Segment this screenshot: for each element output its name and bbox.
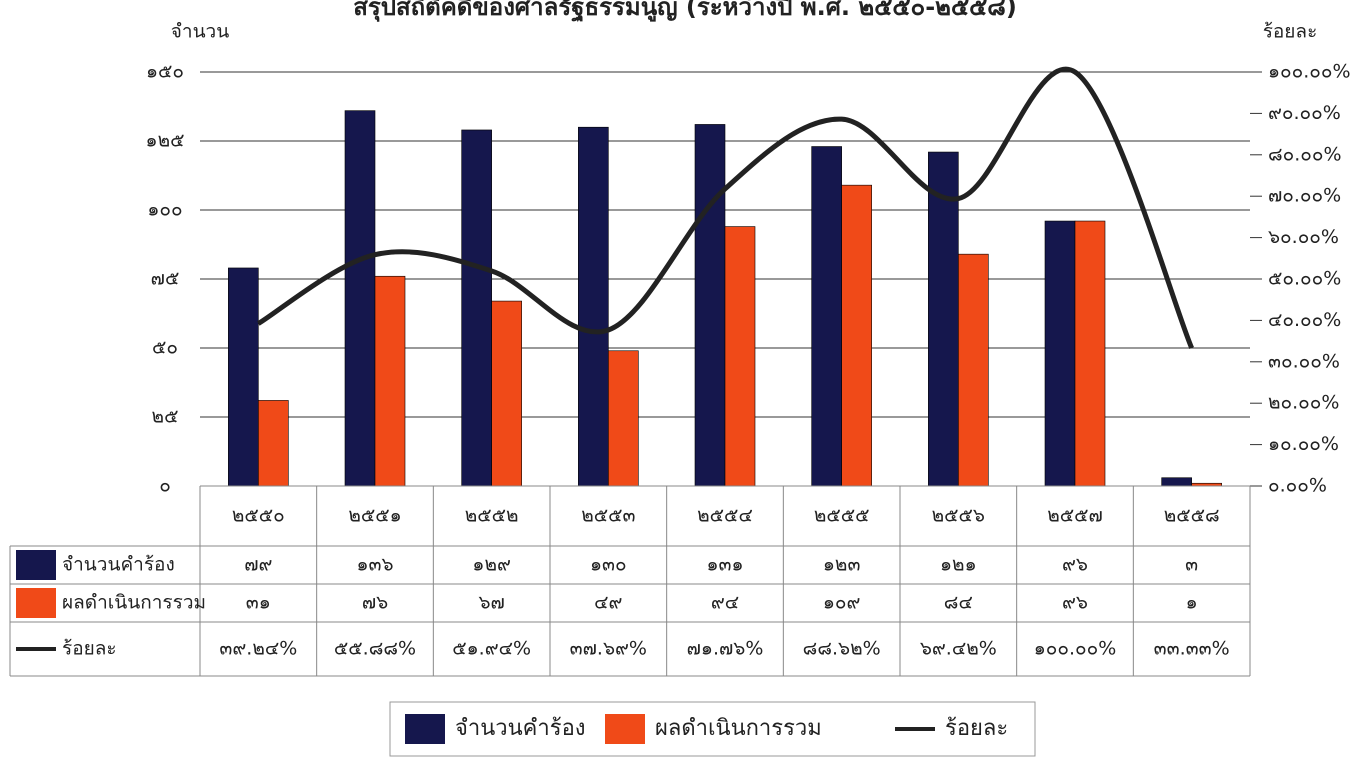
y-tick-label: ๕๐ [152, 337, 178, 359]
table-cell: ๕๕.๘๘% [334, 638, 416, 660]
bar [811, 146, 842, 487]
y-tick-label: ๑๕๐ [146, 61, 184, 83]
bar [928, 151, 959, 487]
table-cell: ๑๒๑ [940, 554, 977, 576]
y-axis-label: จำนวน [171, 21, 229, 43]
y-tick-label: ๑๒๕ [146, 130, 185, 152]
table-legend-swatch [16, 550, 56, 580]
bar [461, 129, 492, 487]
table-cell: ๓๗.๖๙% [570, 638, 647, 660]
table-cell: ๗๖ [362, 592, 388, 614]
table-row-label: ผลดำเนินการรวม [62, 592, 206, 614]
x-tick-label: ๒๕๕๓ [581, 505, 635, 527]
y2-tick-label: ๑๐๐.๐๐% [1268, 61, 1351, 83]
y2-tick-label: ๗๐.๐๐% [1268, 185, 1341, 207]
table-cell: ๘๔ [944, 592, 973, 614]
y2-tick-label: ๐.๐๐% [1268, 475, 1327, 497]
table-cell: ๓๓.๓๓% [1154, 638, 1230, 660]
x-tick-label: ๒๕๕๖ [932, 505, 985, 527]
y2-tick-label: ๒๐.๐๐% [1268, 392, 1339, 414]
x-tick-label: ๒๕๕๘ [1164, 505, 1220, 527]
table-cell: ๙๖ [1062, 592, 1088, 614]
y2-tick-label: ๕๐.๐๐% [1268, 268, 1341, 290]
table-cell: ๑๓๑ [706, 554, 743, 576]
table-cell: ๔๙ [594, 592, 622, 614]
legend-label: ผลดำเนินการรวม [655, 716, 822, 741]
bar [1044, 220, 1076, 487]
bar [694, 124, 726, 487]
table-cell: ๑๓๖ [356, 554, 393, 576]
bar [344, 110, 376, 487]
table-row-label: จำนวนคำร้อง [62, 554, 175, 576]
x-tick-label: ๒๕๕๑ [348, 505, 401, 527]
y2-tick-label: ๙๐.๐๐% [1268, 102, 1341, 124]
legend-label: ร้อยละ [945, 716, 1008, 741]
y2-tick-label: ๑๐.๐๐% [1268, 433, 1339, 455]
x-tick-label: ๒๕๕๗ [1047, 505, 1103, 527]
bar [841, 184, 872, 487]
table-cell: ๓ [1185, 554, 1198, 576]
table-cell: ๘๘.๖๒% [803, 638, 881, 660]
bar [1074, 220, 1106, 487]
y2-tick-label: ๓๐.๐๐% [1268, 350, 1340, 372]
x-tick-label: ๒๕๕๐ [232, 505, 285, 527]
table-cell: ๗๑.๗๖% [687, 638, 764, 660]
line [257, 66, 1194, 349]
chart-title: สรุปสถิติคดีของศาลรัฐธรรมนูญ (ระหว่างปี … [353, 0, 1017, 23]
table-legend-swatch [16, 588, 56, 618]
y2-tick-label: ๘๐.๐๐% [1268, 143, 1342, 165]
bar [374, 275, 406, 487]
x-tick-label: ๒๕๕๔ [697, 505, 753, 527]
table-cell: ๓๑ [246, 592, 271, 614]
legend-swatch [605, 714, 645, 744]
table-cell: ๓๙.๒๔% [219, 638, 297, 660]
table-cell: ๑๒๙ [472, 554, 511, 576]
bar [1161, 477, 1192, 487]
table-cell: ๕๑.๙๔% [452, 638, 531, 660]
y2-axis-label: ร้อยละ [1263, 21, 1318, 43]
table-cell: ๖๗ [478, 592, 504, 614]
bar [578, 126, 609, 487]
y-tick-label: ๑๐๐ [147, 199, 182, 221]
table-cell: ๗๙ [244, 554, 272, 576]
y2-tick-label: ๔๐.๐๐% [1268, 309, 1341, 331]
bar [958, 253, 989, 487]
bar [228, 267, 259, 487]
x-tick-label: ๒๕๕๒ [465, 505, 519, 527]
table-cell: ๑ [1186, 592, 1198, 614]
y-tick-label: ๗๕ [151, 268, 180, 290]
y2-tick-label: ๖๐.๐๐% [1268, 226, 1339, 248]
table-row-label: ร้อยละ [62, 638, 117, 660]
legend-label: จำนวนคำร้อง [455, 716, 586, 741]
x-tick-label: ๒๕๕๕ [814, 505, 870, 527]
table-cell: ๑๐๐.๐๐% [1034, 638, 1117, 660]
y-tick-label: ๐ [159, 475, 171, 497]
legend-swatch [405, 714, 445, 744]
table-cell: ๙๔ [711, 592, 739, 614]
table-cell: ๖๙.๔๒% [920, 638, 997, 660]
table-cell: ๙๖ [1062, 554, 1088, 576]
bar [258, 400, 289, 487]
table-cell: ๑๐๙ [823, 592, 861, 614]
bar [724, 226, 756, 487]
table-cell: ๑๓๐ [590, 554, 627, 576]
bar [491, 300, 522, 487]
y-tick-label: ๒๕ [152, 406, 179, 428]
bar [608, 350, 639, 487]
table-cell: ๑๒๓ [823, 554, 861, 576]
